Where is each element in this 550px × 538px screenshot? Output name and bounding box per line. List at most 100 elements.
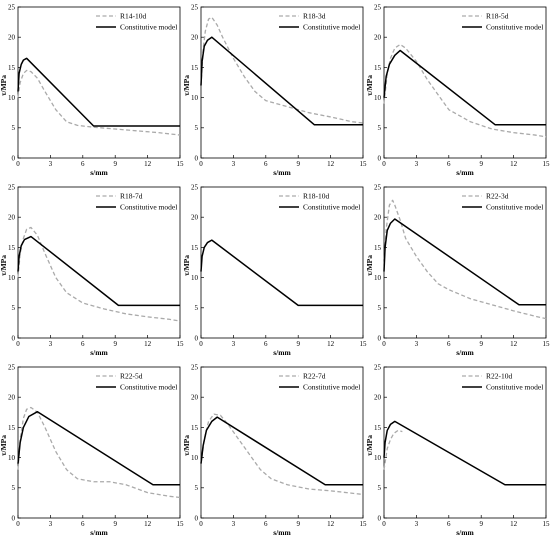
x-tick-label: 12 xyxy=(144,160,152,168)
legend-label: R14-10d xyxy=(120,12,147,21)
y-tick-label: 10 xyxy=(191,94,199,102)
x-axis-title: s/mm xyxy=(456,348,474,357)
y-tick-label: 15 xyxy=(191,244,199,252)
y-tick-label: 25 xyxy=(374,183,382,191)
x-tick-label: 9 xyxy=(479,520,483,528)
x-tick-label: 3 xyxy=(415,340,419,348)
y-tick-label: 5 xyxy=(12,484,16,492)
y-tick-label: 0 xyxy=(378,514,382,522)
x-tick-label: 6 xyxy=(264,520,268,528)
x-tick-label: 9 xyxy=(113,160,117,168)
x-tick-label: 6 xyxy=(447,340,451,348)
x-tick-label: 9 xyxy=(296,520,300,528)
x-tick-label: 9 xyxy=(113,520,117,528)
y-tick-label: 10 xyxy=(374,274,382,282)
legend-label: Constitutive model xyxy=(486,383,543,392)
y-tick-label: 15 xyxy=(374,64,382,72)
x-tick-label: 15 xyxy=(543,160,550,168)
x-tick-label: 6 xyxy=(447,520,451,528)
y-axis-title: τ/MPa xyxy=(0,435,8,456)
y-tick-label: 5 xyxy=(12,124,16,132)
legend-label: R22-5d xyxy=(120,372,143,381)
x-tick-label: 9 xyxy=(113,340,117,348)
y-tick-label: 15 xyxy=(8,424,16,432)
y-tick-label: 0 xyxy=(12,154,16,162)
series-line-model xyxy=(18,58,180,126)
x-tick-label: 15 xyxy=(543,520,550,528)
y-axis-title: τ/MPa xyxy=(365,435,374,456)
y-axis-title: τ/MPa xyxy=(365,75,374,96)
y-tick-label: 5 xyxy=(378,124,382,132)
x-axis-title: s/mm xyxy=(273,168,291,177)
series-line-model xyxy=(201,417,363,485)
y-tick-label: 20 xyxy=(191,34,199,42)
x-tick-label: 3 xyxy=(49,160,53,168)
x-tick-label: 9 xyxy=(479,340,483,348)
legend-label: Constitutive model xyxy=(303,203,360,212)
x-tick-label: 0 xyxy=(16,160,20,168)
x-tick-label: 12 xyxy=(510,340,517,348)
series-line-experiment xyxy=(384,200,546,318)
y-tick-label: 20 xyxy=(191,214,199,222)
y-tick-label: 20 xyxy=(191,394,199,402)
y-tick-label: 15 xyxy=(8,244,16,252)
y-tick-label: 15 xyxy=(8,64,16,72)
x-tick-label: 6 xyxy=(81,160,85,168)
x-tick-label: 6 xyxy=(264,160,268,168)
y-tick-label: 10 xyxy=(8,94,16,102)
legend-label: Constitutive model xyxy=(486,203,543,212)
legend-label: Constitutive model xyxy=(120,383,177,392)
x-tick-label: 3 xyxy=(232,160,236,168)
y-tick-label: 5 xyxy=(12,304,16,312)
x-tick-label: 0 xyxy=(382,160,386,168)
y-tick-label: 10 xyxy=(374,94,382,102)
y-tick-label: 0 xyxy=(195,154,199,162)
y-axis-title: τ/MPa xyxy=(182,435,191,456)
y-tick-label: 0 xyxy=(195,514,199,522)
y-tick-label: 25 xyxy=(8,183,16,191)
series-line-experiment xyxy=(18,227,180,321)
x-tick-label: 12 xyxy=(327,340,335,348)
x-tick-label: 12 xyxy=(144,340,152,348)
legend-label: Constitutive model xyxy=(486,23,543,32)
series-line-model xyxy=(384,219,546,305)
x-tick-label: 12 xyxy=(510,520,517,528)
legend-label: Constitutive model xyxy=(303,23,360,32)
y-tick-label: 25 xyxy=(374,363,382,371)
y-tick-label: 10 xyxy=(8,274,16,282)
series-line-model xyxy=(201,240,363,305)
x-axis-title: s/mm xyxy=(273,348,291,357)
x-tick-label: 0 xyxy=(382,520,386,528)
y-tick-label: 20 xyxy=(8,394,16,402)
x-tick-label: 15 xyxy=(543,340,550,348)
legend-label: R22-7d xyxy=(303,372,326,381)
y-tick-label: 20 xyxy=(8,214,16,222)
x-tick-label: 12 xyxy=(510,160,517,168)
x-tick-label: 0 xyxy=(16,340,20,348)
series-line-experiment xyxy=(18,407,180,497)
x-tick-label: 0 xyxy=(16,520,20,528)
y-axis-title: τ/MPa xyxy=(182,75,191,96)
x-tick-label: 12 xyxy=(144,520,152,528)
x-tick-label: 0 xyxy=(199,340,203,348)
y-tick-label: 25 xyxy=(374,3,382,11)
x-tick-label: 6 xyxy=(81,340,85,348)
series-line-model xyxy=(201,37,363,125)
y-tick-label: 0 xyxy=(12,514,16,522)
x-tick-label: 3 xyxy=(232,340,236,348)
x-tick-label: 6 xyxy=(447,160,451,168)
legend-label: R22-10d xyxy=(486,372,513,381)
x-tick-label: 0 xyxy=(199,520,203,528)
y-tick-label: 10 xyxy=(191,454,199,462)
